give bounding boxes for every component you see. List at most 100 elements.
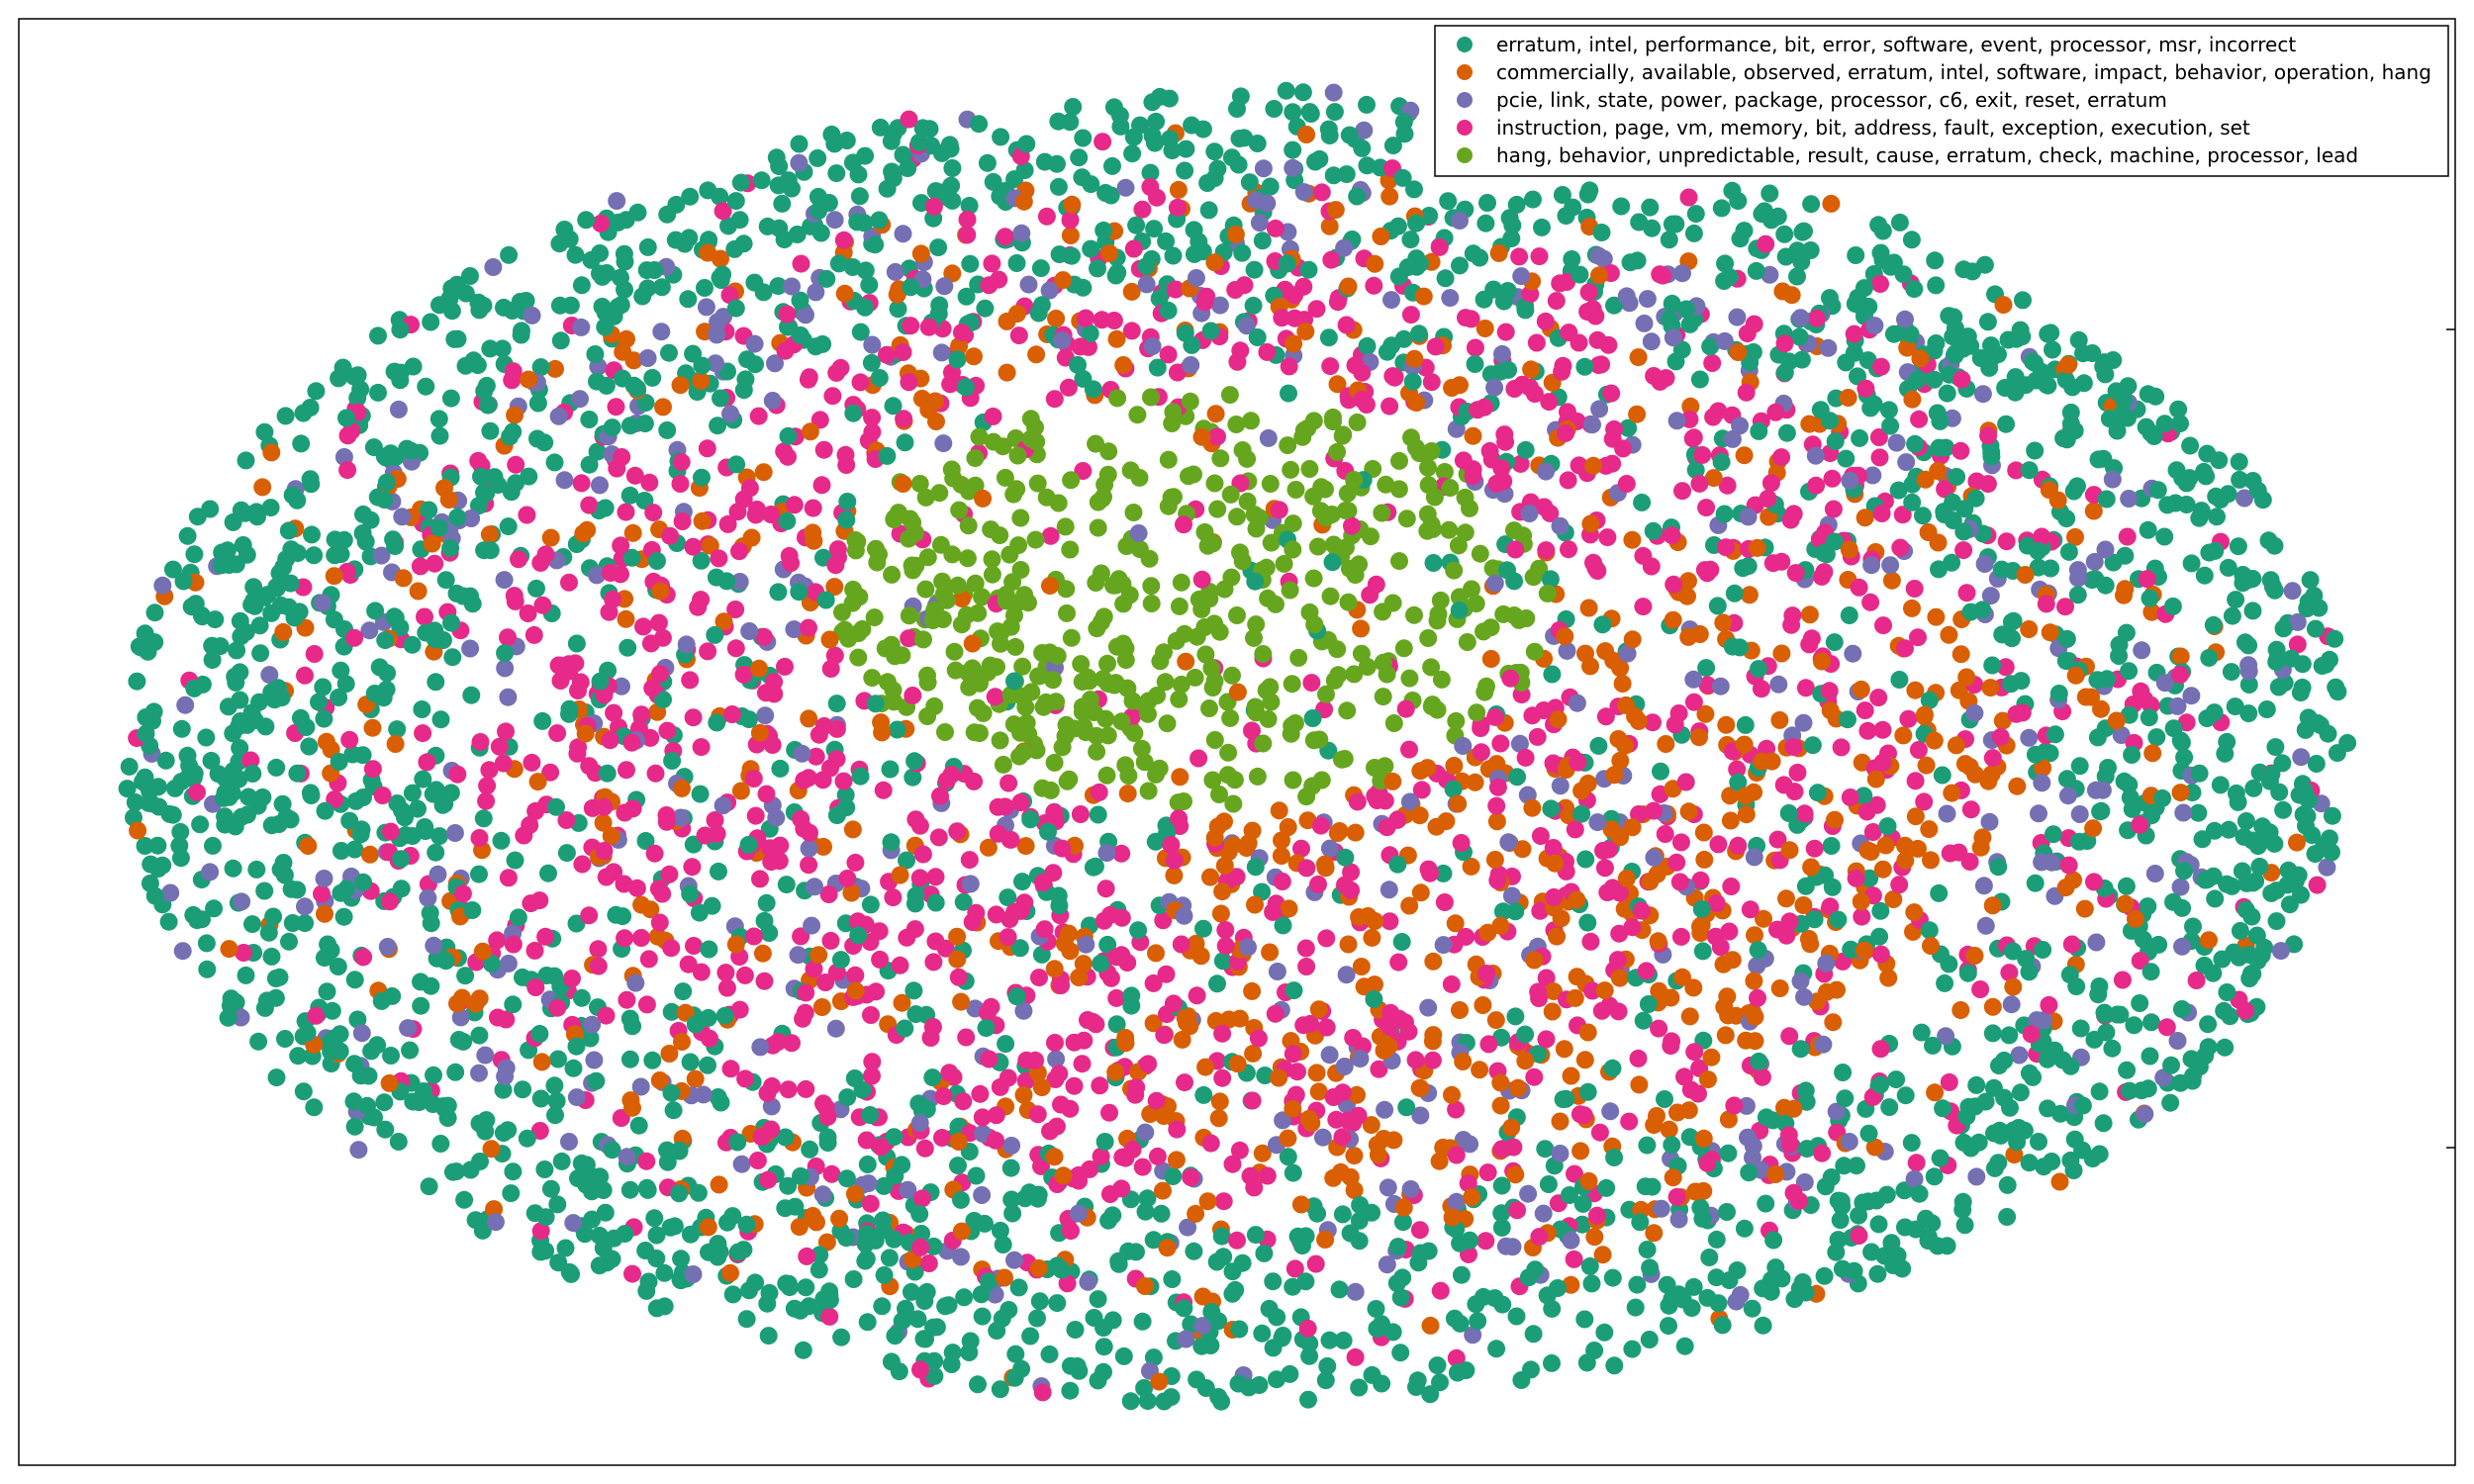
scatter-point-series-4 (1697, 499, 1716, 517)
scatter-point-series-1 (776, 1128, 795, 1147)
scatter-point-series-4 (924, 197, 943, 216)
scatter-point-series-2 (1879, 969, 1898, 987)
scatter-point-series-4 (1074, 462, 1093, 480)
scatter-point-series-5 (1007, 480, 1026, 499)
scatter-point-series-2 (1324, 1168, 1343, 1187)
scatter-point-series-4 (912, 1189, 931, 1208)
scatter-point-series-2 (948, 927, 967, 946)
scatter-point-series-2 (1061, 942, 1080, 961)
scatter-point-series-2 (2064, 871, 2082, 889)
scatter-point-series-1 (926, 893, 945, 912)
scatter-point-series-1 (1893, 1259, 1912, 1278)
scatter-point-series-3 (372, 546, 391, 565)
scatter-point-series-4 (380, 892, 399, 911)
scatter-point-series-1 (844, 1270, 863, 1288)
scatter-point-series-1 (752, 171, 771, 190)
scatter-point-series-5 (850, 588, 869, 606)
scatter-point-series-5 (1200, 699, 1218, 717)
scatter-point-series-1 (1740, 1163, 1759, 1182)
scatter-point-series-2 (2041, 623, 2059, 642)
scatter-point-series-5 (973, 588, 992, 606)
scatter-point-series-1 (391, 321, 410, 339)
scatter-point-series-2 (1813, 652, 1831, 671)
scatter-point-series-1 (1261, 177, 1280, 196)
scatter-point-series-4 (490, 737, 509, 756)
scatter-point-series-4 (846, 853, 865, 872)
scatter-point-series-2 (1471, 1061, 1489, 1079)
scatter-point-series-1 (663, 752, 682, 770)
scatter-point-series-3 (2030, 804, 2047, 823)
scatter-point-series-5 (1170, 597, 1189, 615)
scatter-point-series-1 (1196, 1379, 1215, 1397)
scatter-point-series-1 (348, 389, 367, 408)
scatter-point-series-1 (882, 132, 901, 150)
scatter-point-series-1 (1213, 952, 1232, 971)
scatter-point-series-2 (1628, 405, 1647, 423)
scatter-point-series-1 (539, 864, 557, 882)
scatter-point-series-5 (994, 755, 1012, 774)
scatter-point-series-3 (1499, 833, 1518, 852)
scatter-point-series-1 (354, 505, 372, 523)
scatter-point-series-1 (1098, 935, 1117, 954)
scatter-point-series-4 (1015, 893, 1034, 912)
scatter-point-series-1 (699, 1056, 716, 1074)
scatter-point-series-1 (788, 226, 807, 243)
scatter-point-series-1 (843, 153, 862, 172)
scatter-point-series-4 (1530, 247, 1549, 266)
scatter-point-series-1 (2236, 633, 2254, 652)
scatter-point-series-1 (1754, 1316, 1772, 1335)
scatter-point-series-1 (1712, 199, 1731, 218)
scatter-point-series-4 (1863, 823, 1882, 841)
scatter-point-series-1 (1010, 939, 1029, 958)
scatter-point-series-2 (2171, 647, 2190, 666)
scatter-point-series-5 (1525, 642, 1544, 661)
scatter-point-series-4 (1168, 363, 1187, 382)
scatter-point-series-1 (674, 982, 693, 1001)
scatter-point-series-4 (1073, 1055, 1092, 1073)
scatter-point-series-1 (502, 483, 521, 502)
scatter-point-series-1 (237, 451, 255, 470)
scatter-point-series-4 (834, 231, 853, 249)
scatter-point-series-5 (1304, 569, 1323, 588)
scatter-point-series-4 (1620, 1112, 1639, 1131)
scatter-point-series-2 (1799, 929, 1818, 948)
scatter-point-series-1 (1539, 1175, 1558, 1193)
scatter-point-series-1 (2069, 330, 2088, 349)
scatter-point-series-4 (660, 865, 679, 883)
scatter-point-series-5 (1158, 714, 1177, 733)
scatter-point-series-2 (1866, 770, 1885, 788)
scatter-point-series-4 (241, 751, 260, 770)
scatter-point-series-1 (581, 1029, 600, 1048)
scatter-point-series-2 (1502, 1118, 1521, 1137)
scatter-point-series-5 (1377, 475, 1395, 494)
scatter-point-series-1 (2243, 602, 2262, 620)
scatter-point-series-2 (641, 900, 660, 919)
scatter-point-series-1 (680, 229, 699, 247)
scatter-point-series-4 (1296, 939, 1315, 958)
scatter-point-series-3 (1002, 1137, 1021, 1155)
scatter-point-series-4 (645, 844, 664, 863)
scatter-point-series-4 (1188, 986, 1206, 1005)
scatter-point-series-4 (1139, 1055, 1158, 1073)
scatter-point-series-2 (1158, 1239, 1177, 1257)
scatter-point-series-1 (2175, 862, 2193, 881)
scatter-point-series-1 (2226, 697, 2244, 716)
scatter-point-series-4 (900, 629, 918, 648)
scatter-point-series-3 (762, 1097, 781, 1116)
scatter-point-series-1 (1451, 1314, 1470, 1333)
scatter-point-series-1 (1954, 260, 1973, 279)
scatter-point-series-5 (1247, 519, 1266, 538)
scatter-point-series-4 (1609, 1002, 1628, 1021)
scatter-point-series-1 (1350, 1378, 1369, 1397)
scatter-point-series-4 (1788, 763, 1807, 782)
scatter-point-series-3 (826, 1019, 845, 1038)
scatter-point-series-4 (812, 476, 831, 495)
scatter-point-series-5 (1125, 724, 1144, 743)
scatter-point-series-5 (1139, 782, 1158, 800)
scatter-point-series-1 (1593, 615, 1612, 634)
scatter-point-series-1 (2041, 744, 2059, 763)
scatter-point-series-4 (653, 884, 672, 903)
scatter-point-series-2 (1061, 227, 1080, 244)
scatter-point-series-3 (1638, 290, 1657, 309)
scatter-point-series-1 (794, 1341, 812, 1359)
